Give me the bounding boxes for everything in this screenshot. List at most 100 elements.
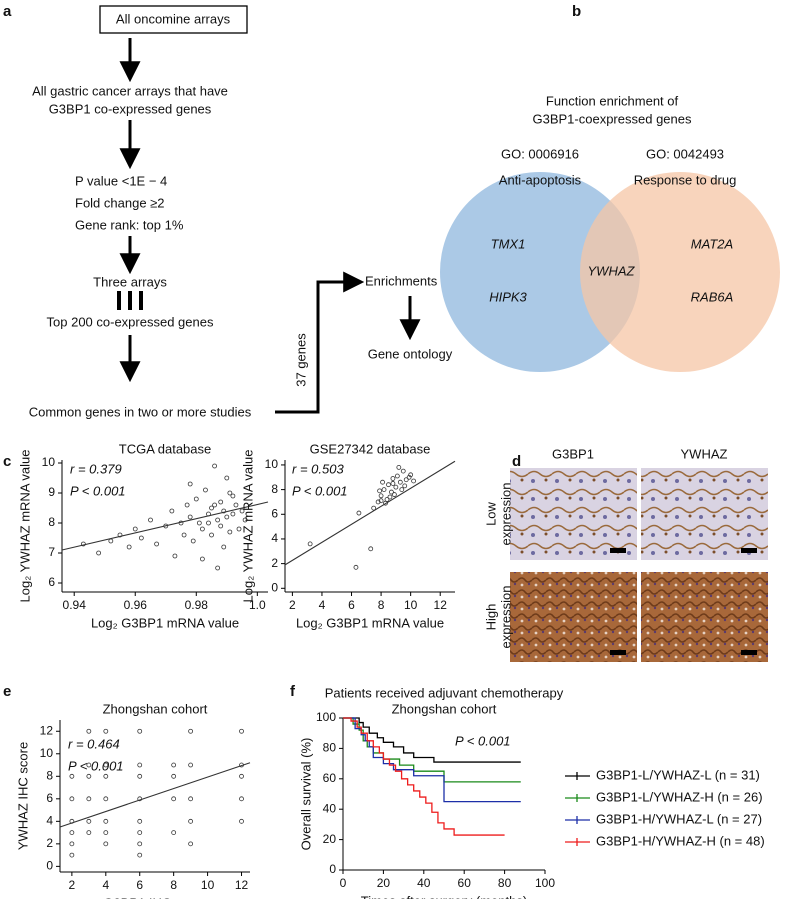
point	[239, 796, 244, 802]
y-tick-label: 10	[265, 457, 279, 471]
point	[218, 499, 224, 505]
venn-gene: MAT2A	[691, 236, 733, 251]
trend-line	[61, 501, 269, 551]
ihc-row: High	[483, 604, 498, 631]
point	[103, 728, 109, 734]
panel-label: b	[572, 3, 581, 20]
point	[387, 494, 393, 500]
point	[371, 505, 377, 511]
y-tick-label: 4	[46, 814, 53, 828]
annotation: P < 0.001	[292, 483, 348, 498]
point	[221, 508, 227, 514]
venn-set-name: Anti-apoptosis	[499, 172, 582, 187]
y-tick-label: 8	[46, 768, 53, 782]
point	[137, 762, 143, 768]
point	[188, 762, 194, 768]
x-axis-label: Times after surgery (months)	[361, 893, 527, 899]
point	[199, 526, 205, 532]
point	[212, 463, 217, 469]
x-axis-label: G3BP1 IHC score	[103, 895, 206, 899]
venn-gene: RAB6A	[691, 289, 734, 304]
point	[353, 564, 359, 570]
flow-step: Top 200 co-expressed genes	[47, 314, 214, 329]
x-tick-label: 100	[535, 876, 555, 890]
annotation: r = 0.464	[68, 736, 120, 751]
annotation: P < 0.001	[455, 733, 511, 748]
point	[230, 493, 236, 499]
point	[69, 773, 75, 779]
y-tick-label: 2	[271, 556, 278, 570]
ihc-image	[641, 572, 768, 662]
venn-gene: HIPK3	[489, 289, 527, 304]
y-tick-label: 6	[48, 575, 55, 589]
panel-label: c	[3, 453, 11, 470]
y-tick-label: 4	[271, 531, 278, 545]
point	[171, 796, 177, 802]
x-tick-label: 10	[404, 598, 418, 612]
x-tick-label: 10	[201, 878, 215, 892]
x-tick-label: 4	[319, 598, 326, 612]
x-tick-label: 0.98	[185, 598, 209, 612]
x-tick-label: 12	[434, 598, 448, 612]
point	[386, 482, 391, 488]
point	[389, 489, 394, 495]
point	[356, 510, 362, 516]
point	[69, 796, 75, 802]
trend-line	[284, 460, 456, 566]
chart-title: Patients received adjuvant chemotherapy	[325, 685, 564, 700]
legend-label: G3BP1-H/YWHAZ-L (n = 27)	[596, 811, 762, 826]
flow-step: P value <1E − 4	[75, 173, 167, 188]
point	[137, 818, 143, 824]
point	[408, 472, 414, 478]
venn-title: G3BP1-coexpressed genes	[533, 111, 692, 126]
x-tick-label: 0.96	[124, 598, 148, 612]
point	[381, 487, 387, 493]
flow-step: Gene rank: top 1%	[75, 217, 184, 232]
x-axis-label: Log₂ G3BP1 mRNA value	[296, 615, 444, 630]
flow-step: Common genes in two or more studies	[29, 404, 252, 419]
y-tick-label: 6	[271, 506, 278, 520]
point	[171, 830, 177, 835]
point	[411, 478, 417, 484]
point	[199, 556, 205, 562]
x-tick-label: 0.94	[63, 598, 87, 612]
annotation: r = 0.503	[292, 461, 344, 476]
point	[230, 511, 236, 517]
ihc-row: expression	[498, 483, 513, 546]
point	[172, 553, 178, 559]
point	[218, 523, 224, 529]
y-tick-label: 40	[323, 801, 337, 815]
venn-gene: YWHAZ	[588, 263, 636, 278]
annotation: P < 0.001	[70, 483, 126, 498]
y-tick-label: 10	[40, 746, 54, 760]
y-axis-label: YWHAZ IHC score	[15, 742, 30, 850]
legend-label: G3BP1-H/YWHAZ-H (n = 48)	[596, 833, 765, 848]
point	[375, 499, 381, 505]
point	[154, 541, 160, 547]
point	[69, 830, 75, 835]
point	[103, 841, 109, 847]
venn-circle	[440, 172, 640, 372]
y-tick-label: 0	[271, 580, 278, 594]
point	[86, 830, 92, 835]
start-box	[99, 5, 248, 34]
point	[126, 544, 132, 550]
survival-curve	[343, 717, 521, 763]
point	[390, 476, 396, 481]
point	[86, 728, 92, 734]
y-tick-label: 100	[316, 710, 336, 724]
point	[377, 488, 383, 494]
y-tick-label: 60	[323, 771, 337, 785]
point	[239, 728, 244, 734]
legend-label: G3BP1-L/YWHAZ-L (n = 31)	[596, 767, 760, 782]
venn-set-id: GO: 0042493	[646, 146, 724, 161]
x-tick-label: 20	[377, 876, 391, 890]
flow-step: G3BP1 co-expressed genes	[49, 101, 212, 116]
point	[171, 773, 177, 779]
point	[221, 544, 227, 550]
chart-title: TCGA database	[119, 441, 212, 456]
point	[132, 526, 138, 532]
point	[187, 481, 193, 487]
point	[406, 474, 412, 480]
y-tick-label: 80	[323, 741, 337, 755]
